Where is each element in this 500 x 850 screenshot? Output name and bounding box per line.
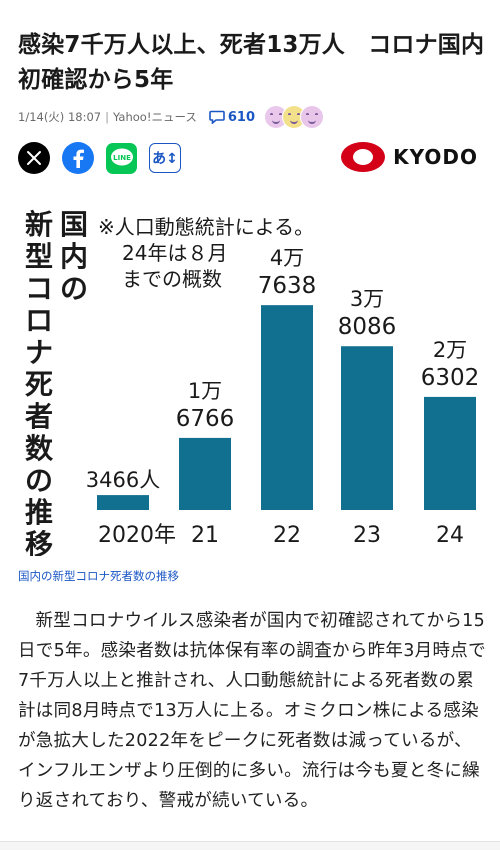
x-tick-label: 24 [436, 523, 464, 548]
comments-link[interactable]: 610 [209, 110, 255, 125]
chart-note: ※人口動態統計による。 [98, 215, 314, 239]
chart-title-char: 型 [25, 240, 53, 273]
data-label: 3万 [350, 287, 384, 311]
chart-title-char: ナ [25, 336, 53, 369]
chart-title-char: 推 [25, 496, 53, 529]
chart-title-char: 国 [60, 208, 88, 241]
bar [341, 346, 393, 510]
share-x-button[interactable] [18, 142, 50, 174]
reaction-face-icon [265, 106, 288, 128]
x-tick-label: 2020年 [98, 523, 176, 548]
death-count-chart: 国内の新型コロナ死者数の推移※人口動態統計による。24年は８月までの概数3466… [25, 208, 480, 561]
bar [424, 396, 476, 510]
chart-note: 24年は８月 [122, 241, 227, 265]
data-label: 6766 [176, 406, 235, 432]
chart-title-char: 移 [25, 528, 53, 556]
data-label: 2万 [433, 338, 467, 362]
data-label: 1万 [188, 379, 222, 403]
share-buttons: LINE あ↕ [18, 142, 193, 174]
data-label: 6302 [421, 365, 480, 391]
data-label: 7638 [258, 273, 317, 299]
image-caption[interactable]: 国内の新型コロナ死者数の推移 [18, 569, 179, 583]
meta-separator: | [105, 110, 109, 124]
publisher-logo[interactable]: KYODO [341, 142, 478, 172]
bottom-bar [0, 841, 500, 850]
article-body: 新型コロナウイルス感染者が国内で初確認されてから15日で5年。感染者数は抗体保有… [18, 611, 486, 811]
article-headline: 感染7千万人以上、死者13万人 コロナ国内初確認から5年 [18, 32, 485, 93]
x-tick-label: 22 [273, 523, 301, 548]
x-tick-label: 23 [353, 523, 381, 548]
chart-title-char: の [60, 272, 88, 305]
bar [179, 437, 231, 510]
bar [261, 305, 313, 510]
chart-title-char: コ [25, 272, 53, 305]
article-date: 1/14(火) 18:07 [18, 110, 102, 124]
chart-title-char: 数 [25, 432, 54, 465]
comment-count: 610 [227, 109, 256, 125]
share-facebook-button[interactable] [62, 142, 94, 174]
kyodo-mark-icon [341, 142, 386, 172]
chart-title-char: 新 [25, 208, 53, 241]
chart-title-char: 死 [25, 368, 53, 401]
line-logo-icon: LINE [110, 148, 133, 166]
share-line-button[interactable]: LINE [106, 142, 137, 174]
chart-title-char: ロ [25, 304, 53, 337]
chart-figure[interactable]: 国内の新型コロナ死者数の推移 ※人口動態統計による。 24年は８月 までの概数 3466… [0, 196, 500, 561]
facebook-logo-icon [73, 149, 84, 168]
article-source: Yahoo!ニュース [112, 110, 197, 124]
article-meta: 1/14(火) 18:07 | Yahoo!ニュース 610 [18, 106, 324, 128]
chart-title-char: 内 [60, 240, 88, 273]
reaction-face-icon [283, 106, 306, 128]
reaction-faces[interactable] [265, 106, 324, 128]
bar [97, 495, 149, 510]
chart-note: までの概数 [122, 267, 222, 291]
data-label: 8086 [338, 314, 397, 340]
data-label: 3466人 [86, 468, 160, 492]
chart-title-char: 者 [25, 400, 53, 433]
x-tick-label: 21 [191, 523, 219, 548]
x-logo-icon [27, 151, 41, 165]
comment-icon [209, 110, 225, 124]
line-logo-text: LINE [113, 154, 131, 162]
font-size-button[interactable]: あ↕ [149, 143, 181, 173]
reaction-face-icon [301, 106, 324, 128]
data-label: 4万 [270, 246, 304, 270]
publisher-logo-text: KYODO [393, 145, 478, 169]
chart-title-char: の [25, 464, 53, 497]
